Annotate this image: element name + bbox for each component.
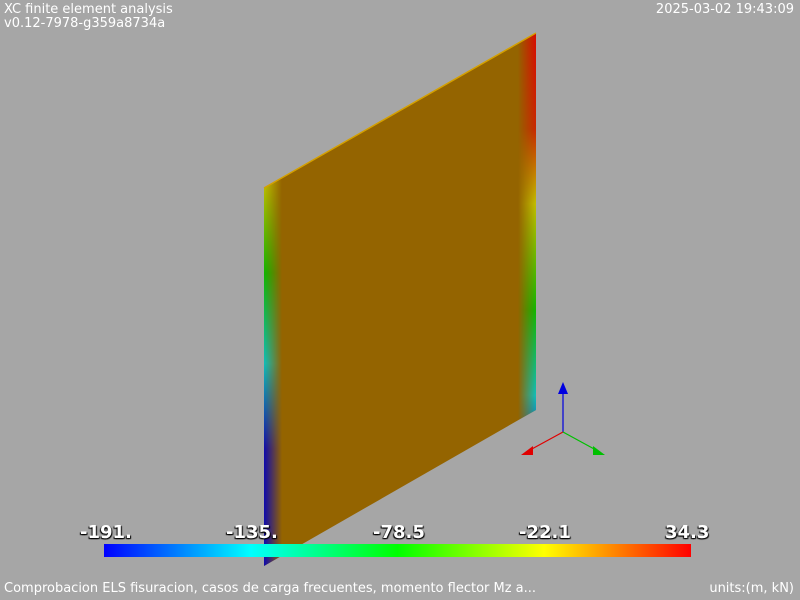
scale-tick-1: -135. (226, 522, 278, 543)
scale-tick-3: -22.1 (519, 522, 571, 543)
color-scale-bar (104, 544, 691, 557)
shell-plate[interactable] (263, 32, 537, 566)
units-label: units:(m, kN) (709, 581, 794, 596)
y-axis-arrow-icon (593, 446, 605, 455)
scale-tick-4: 34.3 (665, 522, 710, 543)
timestamp: 2025-03-02 19:43:09 (655, 2, 794, 17)
scale-tick-2: -78.5 (373, 522, 425, 543)
axes-triad (521, 382, 605, 455)
result-caption: Comprobacion ELS fisuracion, casos de ca… (4, 581, 537, 596)
app-title: XC finite element analysis (4, 2, 173, 17)
x-axis-arrow-icon (521, 446, 533, 455)
scale-tick-0: -191. (80, 522, 132, 543)
z-axis-arrow-icon (558, 382, 568, 394)
app-version: v0.12-7978-g359a8734a (4, 16, 166, 31)
